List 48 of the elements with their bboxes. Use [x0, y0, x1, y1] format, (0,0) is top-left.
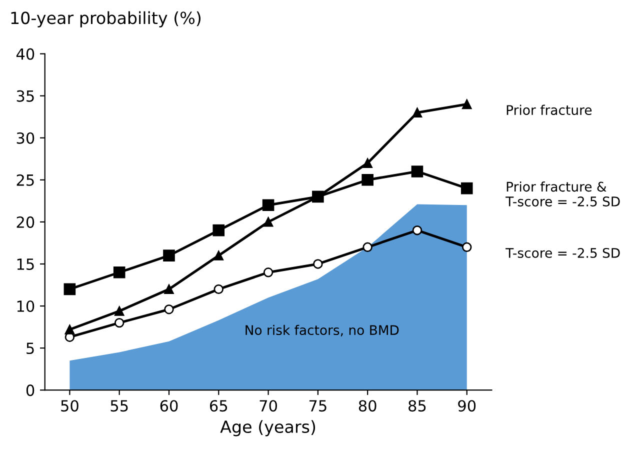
x-tick-label: 75: [309, 400, 326, 412]
point: [114, 306, 124, 316]
x-tick-label: 60: [160, 400, 178, 412]
x-tick-label: 50: [61, 400, 78, 412]
point: [362, 242, 372, 252]
point: [64, 283, 76, 296]
point: [460, 182, 473, 194]
point: [214, 284, 224, 294]
text: T-score = -2.5 SD: [506, 248, 620, 258]
point: [412, 108, 422, 118]
x-axis-title: Age (years): [220, 420, 316, 436]
point: [362, 174, 374, 186]
point: [164, 284, 174, 294]
point: [113, 266, 126, 278]
point: [411, 166, 424, 178]
point: [462, 99, 472, 110]
series-label: No risk factors, no BMD: [246, 324, 399, 336]
point: [462, 242, 472, 252]
y-tick-label: 25: [16, 174, 34, 186]
x-tick-label: 65: [210, 400, 228, 412]
text: Prior fracture: [506, 104, 592, 116]
point: [313, 259, 323, 269]
y-tick-label: 5: [26, 342, 34, 354]
y-tick-label: 20: [16, 216, 34, 228]
x-tick-label: 70: [260, 400, 277, 412]
text: Prior fracture & T-score = -2.5 SD: [506, 181, 620, 206]
y-tick-label: 15: [17, 258, 34, 270]
y-tick-label: 40: [16, 48, 34, 60]
point: [263, 268, 274, 278]
point: [114, 318, 124, 328]
y-axis-title: 10-year probability (%): [11, 11, 201, 28]
point: [263, 217, 274, 227]
point: [362, 158, 372, 168]
point: [163, 250, 175, 262]
point: [164, 304, 174, 314]
y-tick-label: 35: [16, 90, 34, 102]
point: [64, 324, 75, 334]
point: [262, 199, 274, 212]
point: [212, 224, 225, 236]
y-tick-label: 10: [17, 300, 34, 312]
x-tick-label: 85: [408, 400, 426, 412]
y-tick-label: 30: [16, 132, 34, 144]
point: [412, 225, 422, 236]
x-tick-label: 90: [458, 400, 476, 412]
point: [214, 250, 224, 260]
y-tick-label: 0: [26, 384, 34, 396]
x-tick-label: 55: [110, 400, 128, 412]
x-tick-label: 80: [358, 400, 376, 412]
